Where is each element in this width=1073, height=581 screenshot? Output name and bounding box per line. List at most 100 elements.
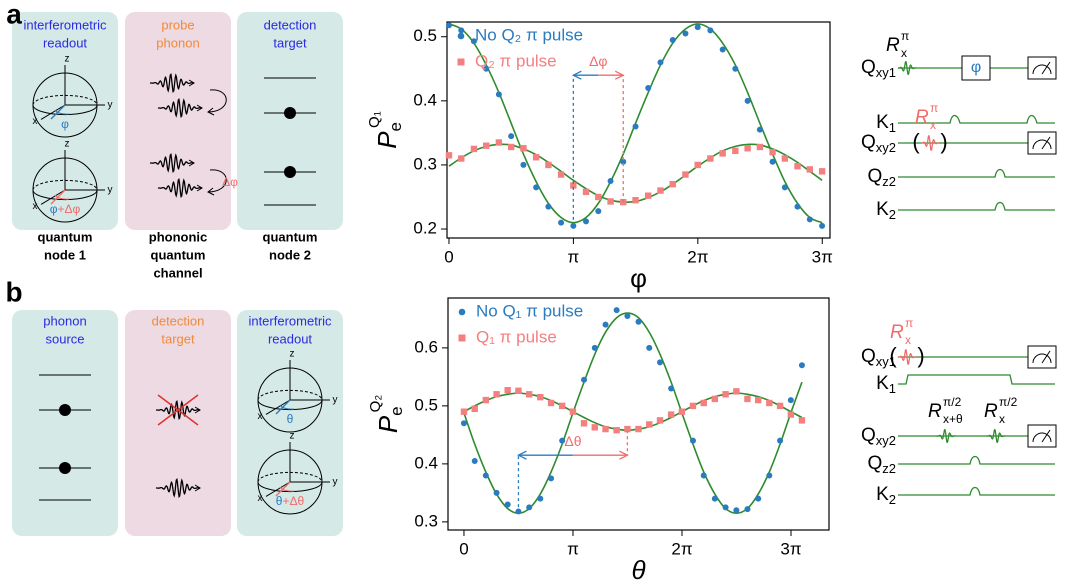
data-point (602, 321, 609, 328)
data-point (787, 397, 794, 404)
fit-curve (448, 23, 823, 224)
channel-label: Qxy1 (861, 346, 896, 369)
pulse (936, 428, 956, 444)
legend-label: Q₁ π pulse (476, 327, 557, 346)
legend-marker (458, 334, 466, 342)
node-label: node 2 (269, 247, 311, 262)
data-point (613, 307, 620, 314)
channel-label: Qxy2 (861, 425, 896, 448)
data-point (657, 187, 664, 194)
annotation-label: Δθ (564, 433, 581, 449)
meter-needle (1041, 136, 1051, 150)
data-point (569, 408, 577, 415)
y-tick-label: 0.2 (413, 219, 437, 238)
data-point (732, 65, 739, 72)
channel-sub: z2 (882, 174, 896, 189)
data-point (591, 424, 598, 431)
legend-marker (457, 32, 465, 40)
gate-symbol: R (915, 107, 929, 128)
x-tick-label: π (568, 247, 580, 266)
y-tick-label: 0.4 (414, 453, 438, 472)
channel-main: K (876, 484, 889, 505)
label: z (65, 54, 70, 65)
channel-label: Qz2 (867, 166, 896, 189)
data-point (732, 147, 739, 155)
data-point (557, 171, 565, 178)
y-axis-label: PeQ₁ (366, 111, 406, 149)
meter-needle (1041, 429, 1051, 443)
channel-main: Q (861, 425, 876, 446)
control-line (898, 201, 1055, 211)
data-point (818, 168, 826, 175)
wave-packet (157, 98, 203, 118)
data-point (570, 182, 577, 189)
data-point (806, 216, 813, 223)
column-title: target (273, 35, 307, 50)
node-label: channel (153, 265, 202, 280)
arrow-head (188, 159, 195, 167)
data-point (776, 402, 784, 410)
data-point (545, 161, 552, 169)
label: x (33, 116, 38, 127)
control-line (898, 486, 1055, 496)
meter-needle (1041, 350, 1051, 364)
label: y (108, 100, 113, 111)
data-point (794, 203, 801, 210)
data-point (711, 395, 719, 403)
data-point (547, 399, 555, 407)
gate-sub: x (905, 333, 911, 347)
y-label-sup: Q₂ (367, 395, 384, 413)
pulse (920, 134, 940, 152)
data-point (504, 501, 511, 508)
column-title: interferometric (248, 313, 332, 328)
data-point (620, 158, 627, 165)
data-point (722, 504, 729, 511)
data-point (694, 24, 701, 31)
gate-symbol: R (890, 322, 904, 343)
gate-sup: π (930, 101, 938, 115)
column-bg (237, 12, 343, 230)
channel-main: K (876, 373, 889, 394)
gate-sub: x (930, 118, 936, 132)
y-label-sub: e (386, 122, 405, 131)
data-point (595, 193, 602, 201)
column-title: probe (161, 17, 194, 32)
gate-sub: x (999, 412, 1005, 426)
y-tick-label: 0.5 (414, 395, 438, 414)
data-point (668, 385, 675, 392)
angle-part: θ (276, 494, 283, 508)
data-point (646, 421, 653, 428)
data-point (445, 22, 452, 29)
data-point (520, 161, 527, 168)
column-bg (12, 310, 118, 536)
data-point (700, 472, 707, 479)
node-label: quantum (263, 229, 318, 244)
data-point (787, 411, 795, 418)
data-point (583, 218, 590, 225)
data-point (532, 154, 540, 161)
gate-sup: π (905, 316, 913, 330)
data-point (458, 27, 465, 34)
data-point (458, 155, 465, 162)
data-point (624, 312, 631, 319)
data-point (669, 180, 676, 188)
node-label: quantum (38, 229, 93, 244)
data-point (508, 133, 515, 140)
channel-label: K1 (876, 112, 896, 135)
bracket: ) (940, 129, 947, 154)
data-point (537, 495, 544, 502)
pulse (897, 348, 917, 366)
data-point (482, 472, 489, 479)
channel-label: K1 (876, 373, 896, 396)
data-point (781, 155, 789, 162)
plot-frame (447, 297, 830, 531)
column-title: target (161, 331, 195, 346)
meter-arc (1032, 64, 1052, 75)
arrow-head (571, 70, 582, 80)
arrow-head (614, 70, 625, 80)
data-point (493, 391, 500, 398)
data-point (470, 38, 477, 45)
channel-label: K2 (876, 199, 896, 222)
excitation (284, 166, 296, 178)
channel-sub: 1 (889, 381, 896, 396)
